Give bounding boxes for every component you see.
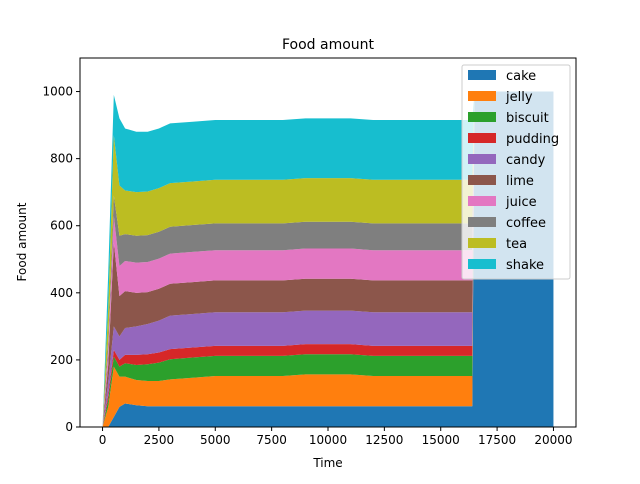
x-tick-label: 20000	[534, 433, 572, 447]
legend-label-shake: shake	[506, 258, 544, 273]
legend-label-juice: juice	[505, 195, 537, 210]
legend-swatch-tea	[468, 238, 496, 248]
legend-swatch-shake	[468, 259, 496, 269]
x-tick-label: 10000	[309, 433, 347, 447]
legend-swatch-lime	[468, 175, 496, 185]
legend-label-coffee: coffee	[506, 216, 546, 231]
area-biscuit	[102, 91, 554, 428]
x-tick-label: 0	[99, 433, 107, 447]
chart-title: Food amount	[282, 37, 375, 53]
x-axis-ticks: 0 2500 5000 7500 10000 12500 15000 17500 20000	[99, 427, 573, 447]
area-shake	[102, 91, 554, 428]
legend-swatch-cake	[468, 70, 496, 80]
y-tick-label: 200	[50, 353, 73, 367]
x-tick-label: 15000	[422, 433, 460, 447]
area-juice	[102, 91, 554, 428]
legend: cake jelly biscuit pudding candy lime juice cof…	[461, 64, 571, 280]
legend-swatch-jelly	[468, 91, 496, 101]
y-tick-label: 400	[50, 286, 73, 300]
legend-swatch-juice	[468, 196, 496, 206]
legend-label-candy: candy	[506, 153, 546, 168]
area-candy	[102, 91, 554, 428]
legend-label-biscuit: biscuit	[506, 111, 549, 126]
y-tick-label: 1000	[42, 85, 73, 99]
legend-swatch-biscuit	[468, 112, 496, 122]
legend-label-jelly: jelly	[505, 90, 533, 105]
x-axis-label: Time	[312, 456, 342, 470]
y-axis-label: Food amount	[15, 202, 29, 281]
x-tick-label: 7500	[256, 433, 287, 447]
x-tick-label: 2500	[144, 433, 175, 447]
y-tick-label: 600	[50, 219, 73, 233]
x-tick-label: 5000	[200, 433, 231, 447]
y-tick-label: 0	[65, 420, 73, 434]
area-jelly	[102, 91, 554, 428]
y-axis-ticks: 0 200 400 600 800 1000	[42, 85, 80, 434]
x-tick-label: 17500	[478, 433, 516, 447]
legend-swatch-candy	[468, 154, 496, 164]
legend-label-pudding: pudding	[506, 132, 559, 147]
legend-label-tea: tea	[506, 237, 527, 252]
legend-label-cake: cake	[506, 69, 536, 84]
legend-swatch-pudding	[468, 133, 496, 143]
legend-swatch-coffee	[468, 217, 496, 227]
y-tick-label: 800	[50, 152, 73, 166]
legend-label-lime: lime	[506, 174, 534, 189]
x-tick-label: 12500	[365, 433, 403, 447]
